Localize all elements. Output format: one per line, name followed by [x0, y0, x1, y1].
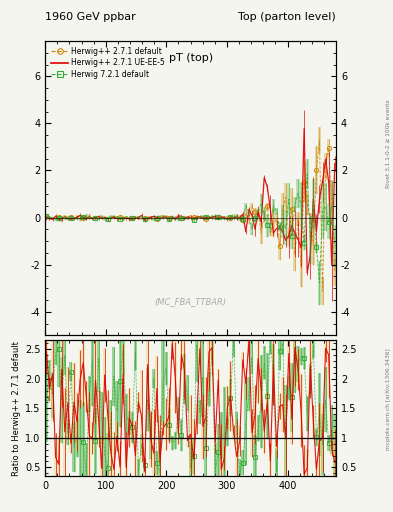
Text: mcplots.cern.ch [arXiv:1306.3436]: mcplots.cern.ch [arXiv:1306.3436]: [386, 349, 391, 450]
Legend: Herwig++ 2.7.1 default, Herwig++ 2.7.1 UE-EE-5, Herwig 7.2.1 default: Herwig++ 2.7.1 default, Herwig++ 2.7.1 U…: [49, 45, 167, 81]
Text: pT (top): pT (top): [169, 53, 213, 63]
Text: (MC_FBA_TTBAR): (MC_FBA_TTBAR): [154, 297, 227, 306]
Text: 1960 GeV ppbar: 1960 GeV ppbar: [45, 11, 136, 22]
Text: Rivet 3.1.1-0-2 ≥ 100k events: Rivet 3.1.1-0-2 ≥ 100k events: [386, 99, 391, 188]
Y-axis label: Ratio to Herwig++ 2.7.1 default: Ratio to Herwig++ 2.7.1 default: [12, 341, 21, 476]
Text: Top (parton level): Top (parton level): [238, 11, 336, 22]
